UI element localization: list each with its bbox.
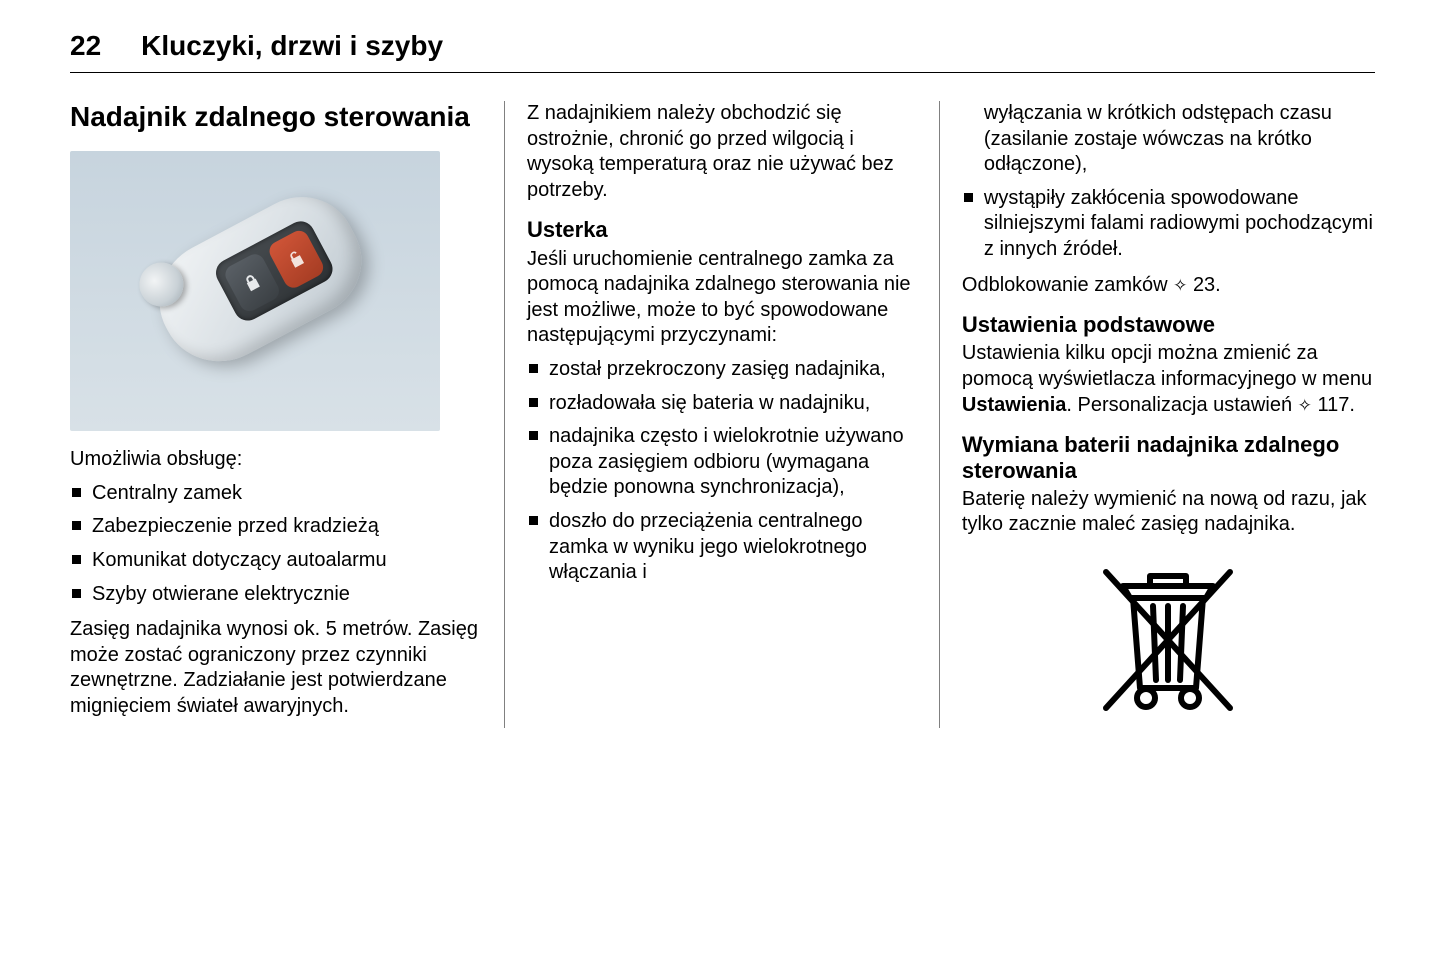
settings-text: Ustawienia kilku opcji można zmienić za … xyxy=(962,341,1375,418)
causes-list: został przekroczony zasięg nadajnika, ro… xyxy=(527,357,917,586)
weee-bin-icon xyxy=(1078,548,1258,728)
list-item: Zabezpieczenie przed kradzieżą xyxy=(70,514,482,540)
features-list: Centralny zamek Zabezpieczenie przed kra… xyxy=(70,481,482,607)
column-2: Z nadajnikiem należy obchodzić się ostro… xyxy=(505,101,940,728)
list-item: Szyby otwierane elektrycznie xyxy=(70,582,482,608)
xref-icon: ✧ xyxy=(1173,275,1187,297)
list-item: został przekroczony zasięg nadajnika, xyxy=(527,357,917,383)
page-number: 22 xyxy=(70,30,101,62)
care-text: Z nadajnikiem należy obchodzić się ostro… xyxy=(527,101,917,203)
list-item: nadajnika często i wielokrotnie używano … xyxy=(527,424,917,501)
key-fob-illustration xyxy=(70,151,440,431)
unlock-xref-page: 23. xyxy=(1193,274,1221,296)
list-item: wystąpiły zakłócenia spowodowane silniej… xyxy=(962,186,1375,263)
xref-icon: ✧ xyxy=(1298,395,1312,417)
column-3: wyłączania w krótkich odstępach czasu (z… xyxy=(940,101,1375,728)
intro-text: Umożliwia obsługę: xyxy=(70,447,482,473)
list-item: rozładowała się bateria w nadajniku, xyxy=(527,391,917,417)
range-text: Zasięg nadajnika wynosi ok. 5 metrów. Za… xyxy=(70,617,482,719)
fault-heading: Usterka xyxy=(527,217,917,242)
settings-heading: Ustawienia podstawowe xyxy=(962,312,1375,337)
list-item: Centralny zamek xyxy=(70,481,482,507)
settings-text-part2: . Personalizacja ustawień xyxy=(1066,394,1297,416)
column-1: Nadajnik zdalnego sterowania Umożliwia o… xyxy=(70,101,505,728)
settings-xref-page: 117. xyxy=(1317,394,1354,416)
content-columns: Nadajnik zdalnego sterowania Umożliwia o… xyxy=(70,101,1375,728)
cause-continuation: wyłączania w krótkich odstępach czasu (z… xyxy=(962,101,1375,178)
causes-list-cont: wystąpiły zakłócenia spowodowane silniej… xyxy=(962,186,1375,263)
chapter-title: Kluczyki, drzwi i szyby xyxy=(141,30,443,62)
unlock-xref-text: Odblokowanie zamków xyxy=(962,274,1173,296)
page-header: 22 Kluczyki, drzwi i szyby xyxy=(70,30,1375,73)
section-heading-remote: Nadajnik zdalnego sterowania xyxy=(70,101,482,133)
battery-heading: Wymiana baterii nadajnika zdalnego stero… xyxy=(962,432,1375,483)
unlock-xref: Odblokowanie zamków ✧ 23. xyxy=(962,273,1375,299)
battery-text: Baterię należy wymienić na nową od razu,… xyxy=(962,487,1375,538)
settings-text-part1: Ustawienia kilku opcji można zmienić za … xyxy=(962,342,1372,390)
list-item: Komunikat dotyczący autoalarmu xyxy=(70,548,482,574)
fault-intro: Jeśli uruchomienie centralnego zamka za … xyxy=(527,247,917,349)
list-item: doszło do przeciążenia centralnego zamka… xyxy=(527,509,917,586)
settings-menu-name: Ustawienia xyxy=(962,394,1066,416)
